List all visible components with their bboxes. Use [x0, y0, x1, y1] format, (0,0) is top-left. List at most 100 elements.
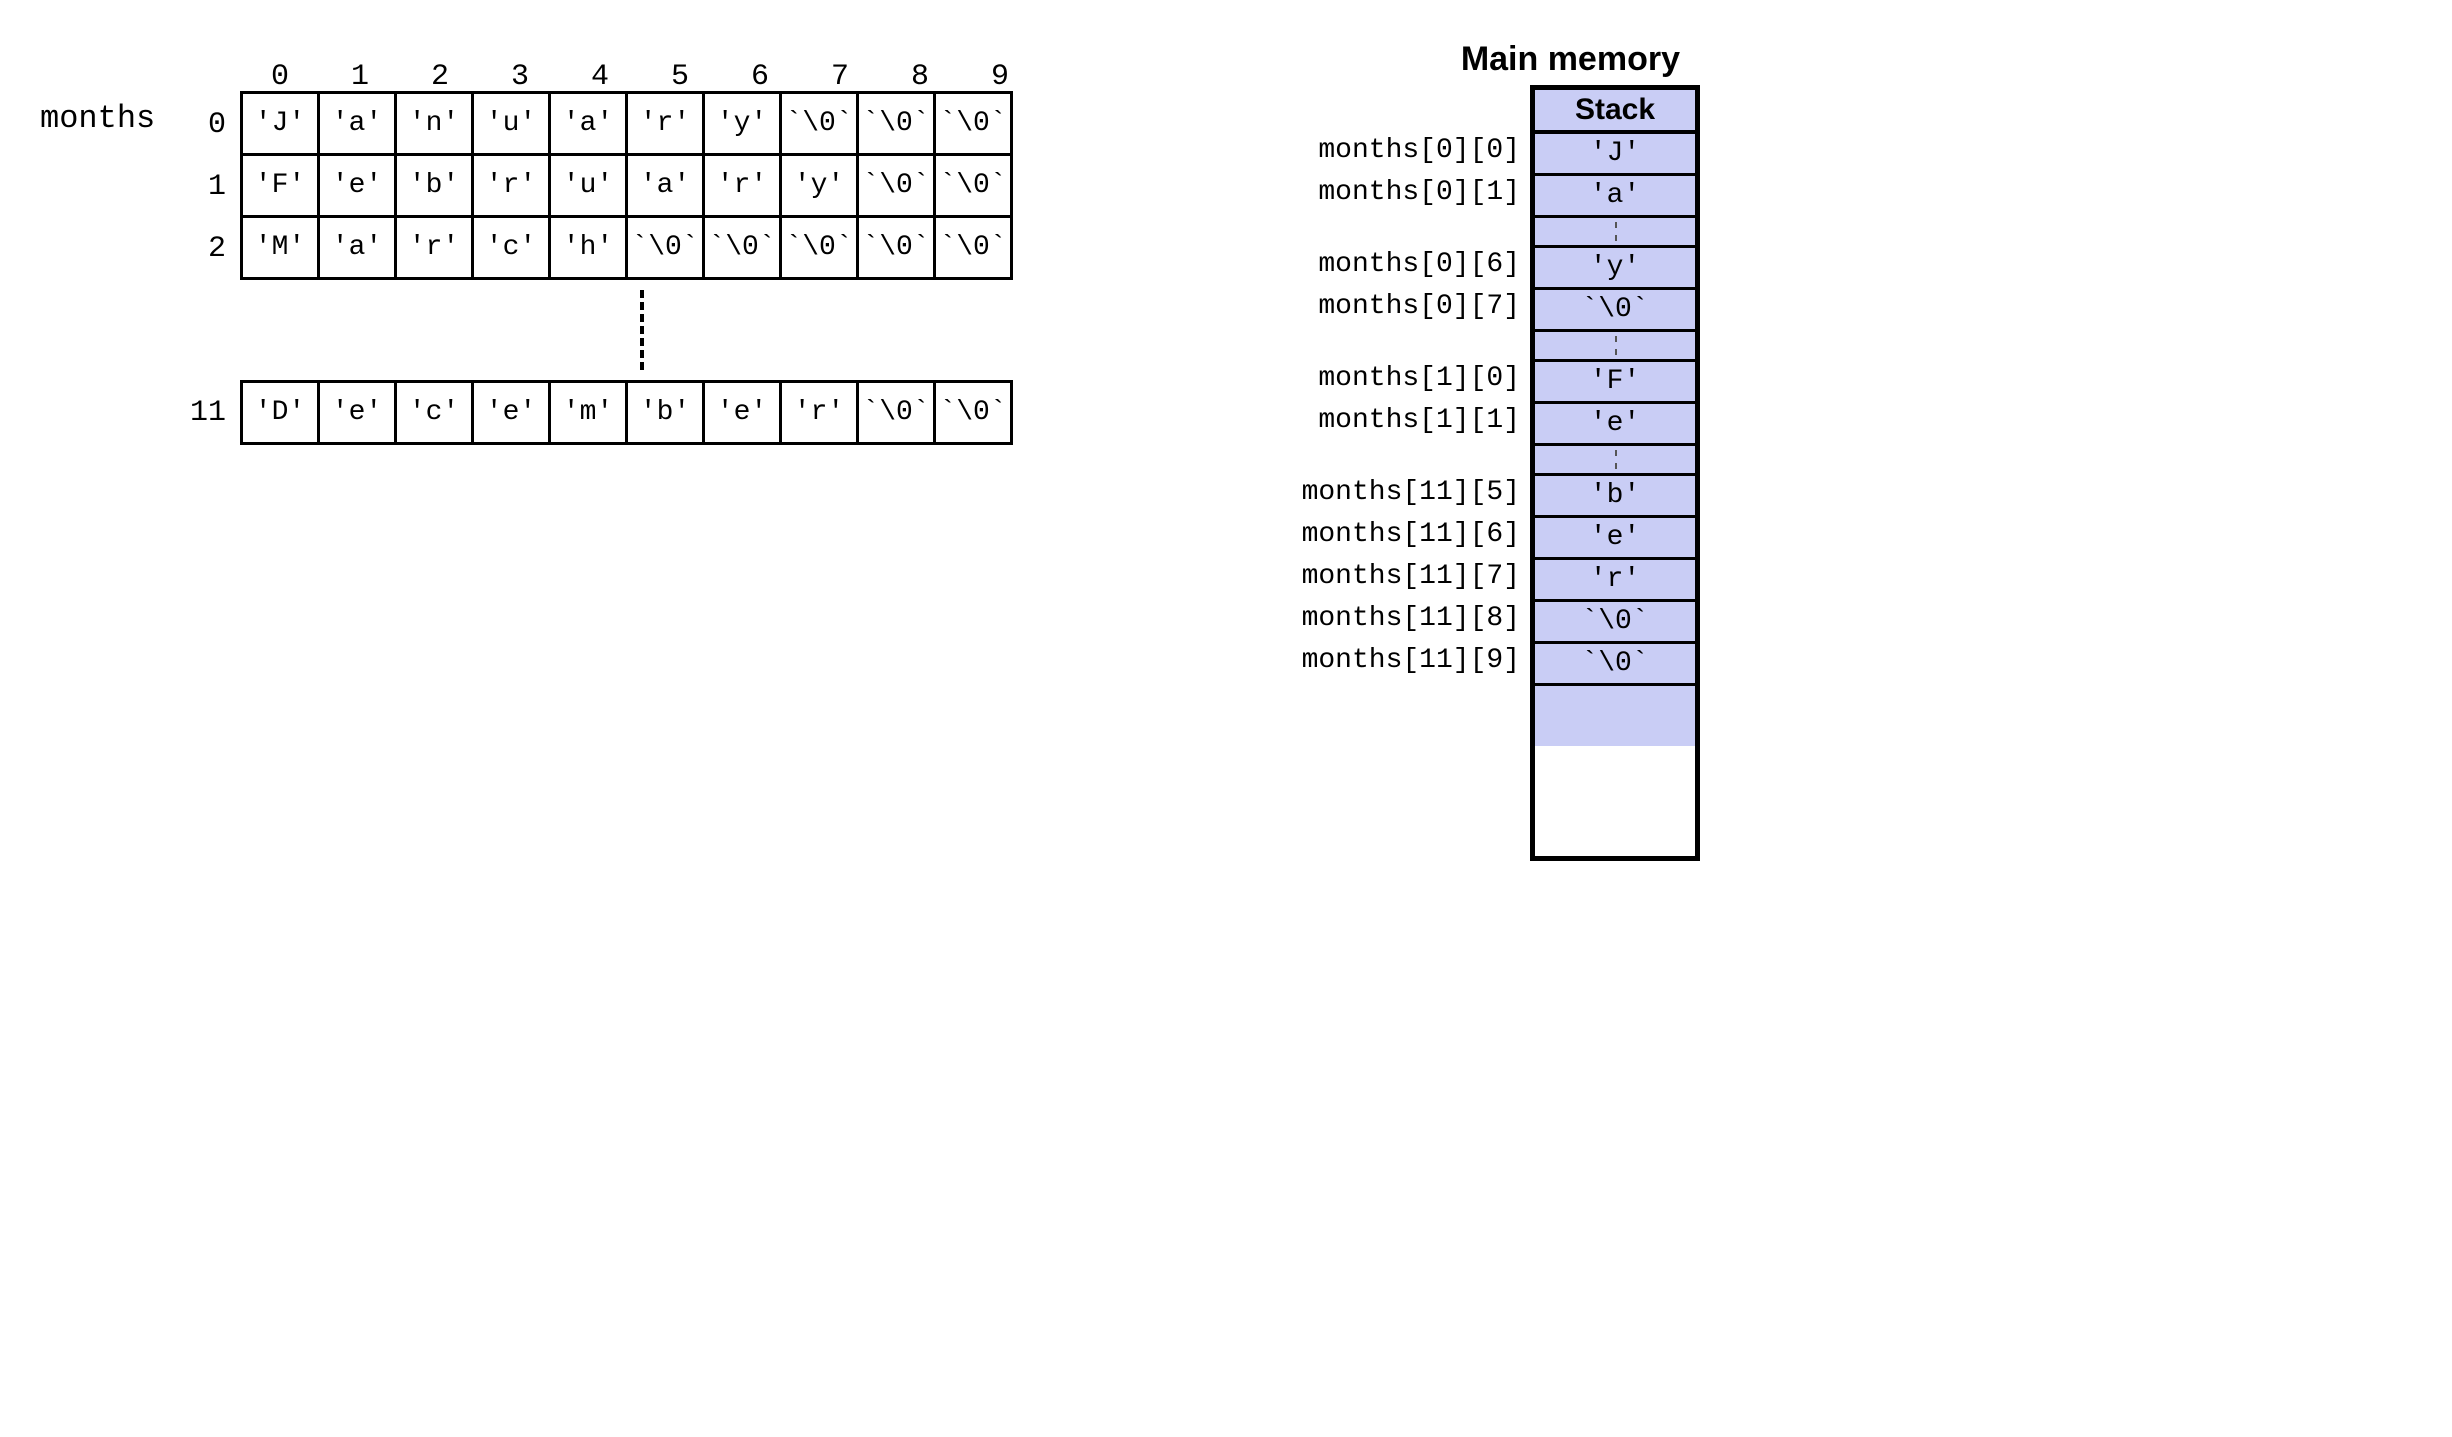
- grid-cell: 'a': [317, 215, 397, 280]
- grid-cell: 'r': [779, 380, 859, 445]
- stack-label-column: months[0][0]months[0][1]months[0][6]mont…: [1302, 85, 1530, 861]
- stack-column: Stack'J''a''y'`\0`'F''e''b''e''r'`\0``\0…: [1530, 85, 1700, 861]
- grid-cell: 'a': [625, 153, 705, 218]
- stack-cell: `\0`: [1535, 644, 1695, 686]
- grid-row: 'J''a''n''u''a''r''y'`\0``\0``\0`: [240, 91, 1013, 156]
- grid-cell: 'c': [394, 380, 474, 445]
- stack-cell: 'J': [1535, 134, 1695, 176]
- row-index: 0: [190, 108, 240, 142]
- grid-row: 'D''e''c''e''m''b''e''r'`\0``\0`: [240, 380, 1013, 445]
- grid-cell: 'J': [240, 91, 320, 156]
- grid-cell: `\0`: [856, 153, 936, 218]
- array-name-label: months: [40, 100, 155, 137]
- grid-cell: 'h': [548, 215, 628, 280]
- array-grid-region: months 0123456789 0'J''a''n''u''a''r''y'…: [40, 40, 1040, 445]
- row-gap-ellipsis: [240, 280, 1040, 380]
- stack-cell-label: months[1][1]: [1302, 399, 1530, 441]
- grid-row-wrap: 0'J''a''n''u''a''r''y'`\0``\0``\0`: [190, 94, 1040, 156]
- column-index: 5: [640, 60, 720, 94]
- column-index: 6: [720, 60, 800, 94]
- diagram-container: months 0123456789 0'J''a''n''u''a''r''y'…: [40, 40, 2412, 861]
- grid-cell: `\0`: [779, 215, 859, 280]
- stack-header: Stack: [1535, 90, 1695, 134]
- grid-cell: 'a': [317, 91, 397, 156]
- column-index: 8: [880, 60, 960, 94]
- column-index: 7: [800, 60, 880, 94]
- vertical-dash-icon: [640, 290, 644, 370]
- stack-empty-region: [1535, 746, 1695, 856]
- stack-cell-label: months[0][6]: [1302, 243, 1530, 285]
- column-index: 1: [320, 60, 400, 94]
- grid-cell: 'r': [702, 153, 782, 218]
- grid-row-wrap: 2'M''a''r''c''h'`\0``\0``\0``\0``\0`: [190, 218, 1040, 280]
- grid-cell: `\0`: [933, 380, 1013, 445]
- grid-cell: 'M': [240, 215, 320, 280]
- grid-cell: 'e': [317, 153, 397, 218]
- stack-ellipsis-icon: [1535, 446, 1695, 476]
- grid-cell: 'n': [394, 91, 474, 156]
- stack-wrapper: months[0][0]months[0][1]months[0][6]mont…: [1100, 85, 1700, 861]
- grid-row: 'F''e''b''r''u''a''r''y'`\0``\0`: [240, 153, 1013, 218]
- grid-cell: 'r': [471, 153, 551, 218]
- grid-bottom-row: 11'D''e''c''e''m''b''e''r'`\0``\0`: [190, 380, 1040, 445]
- grid-cell: 'a': [548, 91, 628, 156]
- grid-cell: 'u': [471, 91, 551, 156]
- stack-cell-label: months[11][6]: [1302, 513, 1530, 555]
- stack-cell-label: months[0][1]: [1302, 171, 1530, 213]
- stack-cell-label: months[0][0]: [1302, 129, 1530, 171]
- stack-cell: 'y': [1535, 248, 1695, 290]
- stack-cell-label: months[1][0]: [1302, 357, 1530, 399]
- row-index: 11: [190, 396, 240, 430]
- stack-label-spacer: [1302, 441, 1530, 471]
- grid-cell: `\0`: [933, 215, 1013, 280]
- grid-cell: 'F': [240, 153, 320, 218]
- memory-region: Main memory months[0][0]months[0][1] mont…: [1100, 40, 1700, 861]
- row-index: 1: [190, 170, 240, 204]
- stack-label-spacer: [1302, 85, 1530, 129]
- grid-cell: 'b': [394, 153, 474, 218]
- stack-label-spacer: [1302, 213, 1530, 243]
- stack-label-spacer: [1302, 741, 1530, 851]
- stack-spacer: [1535, 686, 1695, 746]
- stack-cell: 'e': [1535, 404, 1695, 446]
- stack-cell: `\0`: [1535, 290, 1695, 332]
- grid-cell: 'b': [625, 380, 705, 445]
- stack-label-spacer: [1302, 327, 1530, 357]
- grid-cell: 'e': [317, 380, 397, 445]
- grid-row-wrap: 1'F''e''b''r''u''a''r''y'`\0``\0`: [190, 156, 1040, 218]
- grid-cell: `\0`: [702, 215, 782, 280]
- stack-cell-label: months[11][5]: [1302, 471, 1530, 513]
- stack-cell-label: months[0][7]: [1302, 285, 1530, 327]
- stack-cell: 'b': [1535, 476, 1695, 518]
- grid-cell: `\0`: [779, 91, 859, 156]
- stack-cell: 'F': [1535, 362, 1695, 404]
- grid-row-wrap: 11'D''e''c''e''m''b''e''r'`\0``\0`: [190, 380, 1040, 445]
- grid-cell: `\0`: [933, 91, 1013, 156]
- grid-cell: 'e': [702, 380, 782, 445]
- grid-cell: `\0`: [856, 380, 936, 445]
- grid-cell: `\0`: [856, 215, 936, 280]
- main-memory-title: Main memory: [1100, 40, 1700, 79]
- stack-cell: 'r': [1535, 560, 1695, 602]
- grid-cell: `\0`: [625, 215, 705, 280]
- stack-cell: 'e': [1535, 518, 1695, 560]
- grid-cell: 'm': [548, 380, 628, 445]
- stack-ellipsis-icon: [1535, 332, 1695, 362]
- column-index: 2: [400, 60, 480, 94]
- grid-cell: 'r': [625, 91, 705, 156]
- grid-cell: `\0`: [856, 91, 936, 156]
- grid-cell: 'e': [471, 380, 551, 445]
- grid-cell: 'c': [471, 215, 551, 280]
- stack-cell-label: months[11][8]: [1302, 597, 1530, 639]
- grid-top-rows: 0'J''a''n''u''a''r''y'`\0``\0``\0`1'F''e…: [190, 94, 1040, 280]
- column-index: 9: [960, 60, 1040, 94]
- stack-cell: `\0`: [1535, 602, 1695, 644]
- grid-row: 'M''a''r''c''h'`\0``\0``\0``\0``\0`: [240, 215, 1013, 280]
- stack-cell: 'a': [1535, 176, 1695, 218]
- stack-cell-label: months[11][9]: [1302, 639, 1530, 681]
- column-index: 3: [480, 60, 560, 94]
- column-index: 0: [240, 60, 320, 94]
- grid-cell: 'u': [548, 153, 628, 218]
- grid-cell: `\0`: [933, 153, 1013, 218]
- column-index: 4: [560, 60, 640, 94]
